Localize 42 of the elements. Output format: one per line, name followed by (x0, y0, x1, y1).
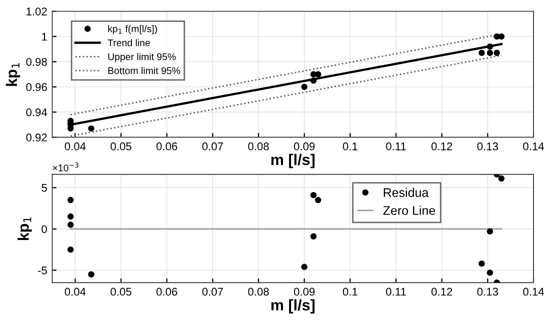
x-tick-label: 0.11 (386, 142, 406, 150)
y-axis-title: kp$_{1}$ (18, 217, 32, 240)
y-tick-label: 1.02 (26, 8, 47, 16)
x-axis-title: m [l/s] (271, 154, 315, 168)
text: ×10$^{−3}$ (52, 162, 78, 172)
y-tick-label: 0.96 (26, 83, 47, 92)
y-tick-label: 0.94 (26, 108, 48, 116)
x-tick-label: 0.1 (342, 142, 358, 150)
x-tick-label: 0.04 (64, 142, 86, 150)
legend-label: Upper limit 95% (108, 53, 176, 62)
x-tick-label: 0.14 (523, 142, 544, 150)
y-tick-label: 0 (42, 225, 47, 234)
x-tick-label: 0.07 (202, 142, 223, 150)
x-tick-label: 0.05 (110, 288, 132, 296)
x-tick-label: 0.08 (248, 142, 269, 150)
y-tick-label: 0.98 (26, 58, 47, 66)
x-tick-label: 0.06 (156, 288, 178, 296)
y-tick-label: 1 (42, 32, 47, 41)
x-tick-label: 0.06 (156, 142, 178, 150)
x-tick-label: 0.05 (110, 142, 132, 150)
x-tick-label: 0.14 (523, 288, 544, 296)
x-tick-label: 0.11 (386, 288, 406, 296)
x-axis-title: m [l/s] (271, 299, 315, 314)
legend-label: Bottom limit 95% (108, 66, 180, 74)
x-tick-label: 0.07 (202, 288, 223, 296)
x-tick-label: 0.09 (294, 288, 315, 296)
y-tick-label: 0.92 (26, 134, 47, 142)
x-tick-label: 0.12 (431, 142, 452, 150)
x-tick-label: 0.09 (294, 142, 315, 150)
x-tick-label: 0.08 (248, 288, 269, 296)
x-tick-label: 0.13 (477, 288, 498, 296)
x-tick-label: 0.1 (342, 288, 358, 296)
y-axis-title: kp$_{1}$ (6, 63, 20, 86)
y-tick-label: -5 (38, 266, 47, 274)
x-tick-label: 0.13 (477, 142, 498, 150)
y-tick-label: 5 (42, 184, 47, 192)
legend-label: Zero Line (383, 206, 436, 215)
x-tick-label: 0.04 (64, 288, 86, 296)
legend-label: kp$_{1}$ f(m[l/s]) (108, 25, 157, 34)
x-tick-label: 0.12 (431, 288, 452, 296)
legend-label: Trend line (108, 39, 150, 46)
legend-label: Residua (384, 188, 429, 198)
